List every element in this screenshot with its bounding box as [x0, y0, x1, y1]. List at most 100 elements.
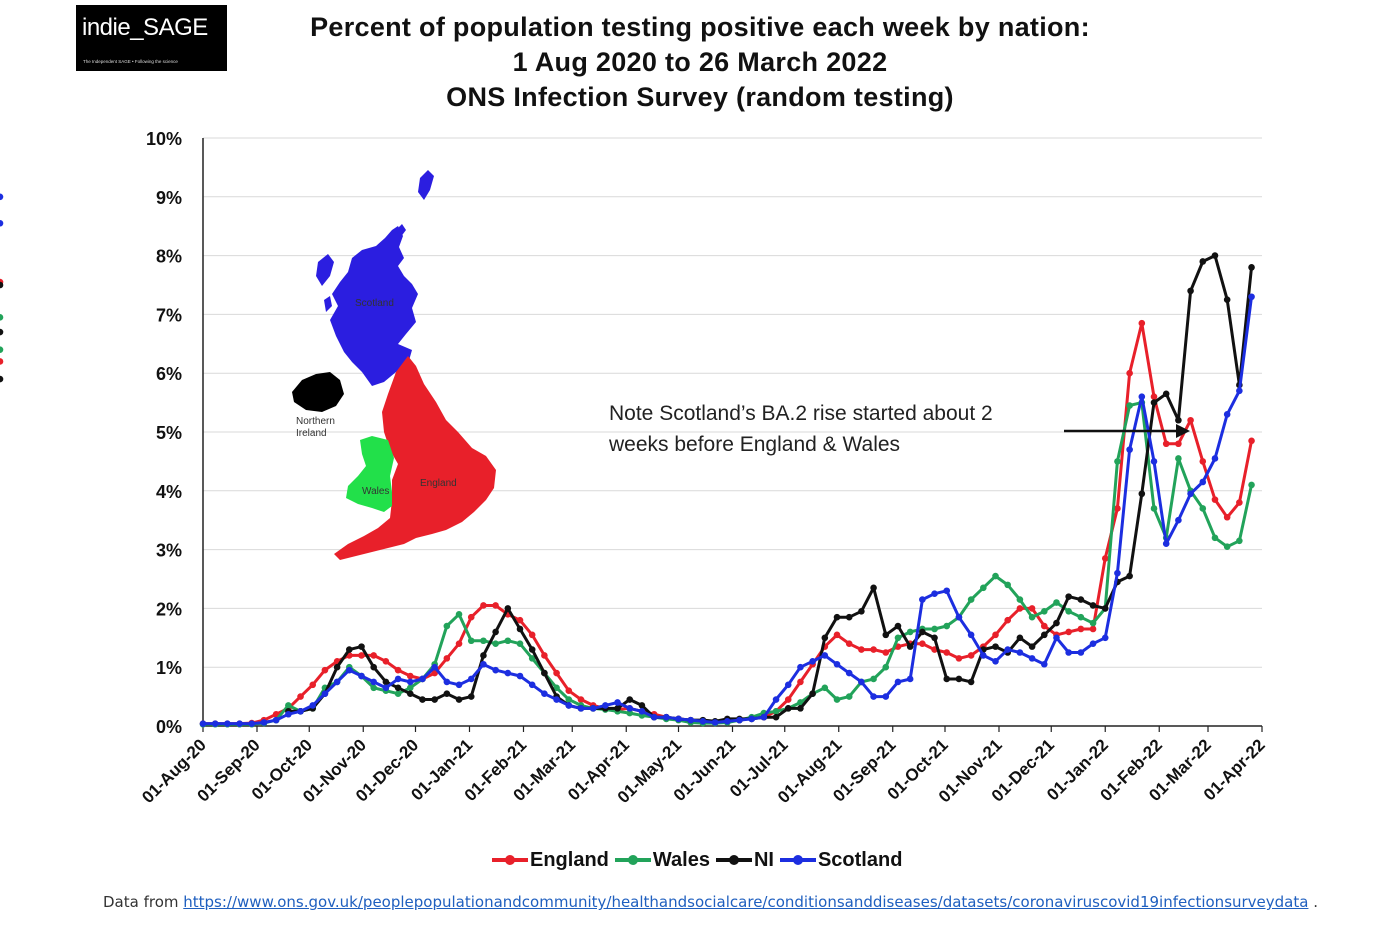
data-point	[406, 684, 414, 692]
data-point	[1004, 581, 1012, 589]
data-point	[1101, 555, 1109, 562]
data-point	[809, 658, 816, 665]
data-point	[370, 678, 377, 686]
data-point	[504, 669, 512, 677]
data-point	[443, 690, 451, 697]
data-source-note: Data from https://www.ons.gov.uk/peoplep…	[103, 893, 1318, 911]
y-tick-label: 7%	[156, 305, 182, 325]
data-point	[455, 640, 463, 647]
data-point	[224, 720, 231, 727]
data-point	[1101, 605, 1109, 612]
data-point	[809, 690, 816, 697]
data-point	[0, 314, 4, 321]
annotation-line-1: Note Scotland’s BA.2 rise started about …	[609, 402, 993, 425]
data-point	[199, 720, 207, 727]
data-point	[1199, 458, 1207, 465]
y-tick-label: 8%	[156, 247, 182, 267]
data-point	[784, 705, 792, 712]
data-point	[1077, 613, 1085, 621]
data-point	[1162, 390, 1170, 398]
data-point	[1175, 440, 1182, 448]
data-point	[955, 655, 963, 662]
data-point	[1077, 625, 1085, 633]
data-point	[565, 702, 573, 709]
data-point	[0, 281, 4, 289]
data-point	[663, 713, 670, 721]
data-point	[967, 596, 975, 603]
y-tick-label: 6%	[156, 364, 182, 384]
data-point	[1248, 481, 1255, 489]
data-point	[870, 646, 877, 653]
data-point	[699, 717, 707, 725]
annotation-line-2: weeks before England & Wales	[609, 433, 901, 456]
data-point	[236, 720, 243, 727]
data-point	[626, 705, 634, 712]
data-point	[1089, 640, 1097, 647]
data-point	[370, 684, 377, 692]
data-point	[516, 672, 524, 680]
data-point	[772, 708, 780, 715]
data-point	[1199, 258, 1207, 265]
data-point	[248, 720, 256, 727]
data-point	[480, 660, 487, 668]
data-point	[0, 375, 4, 383]
data-point	[480, 652, 487, 659]
data-point	[589, 705, 597, 712]
data-point	[1175, 416, 1182, 424]
title-line-1: Percent of population testing positive e…	[310, 12, 1090, 42]
data-point	[333, 663, 341, 671]
chart-legend: England Wales NI Scotland	[492, 846, 908, 874]
data-point	[1126, 572, 1133, 580]
y-tick-label: 4%	[156, 482, 182, 502]
data-point	[1236, 387, 1243, 395]
data-point	[723, 717, 731, 725]
data-point	[504, 637, 512, 645]
data-point	[626, 696, 634, 703]
data-point	[1211, 534, 1219, 542]
data-point	[638, 702, 646, 709]
data-point	[882, 649, 890, 656]
source-link[interactable]: https://www.ons.gov.uk/peoplepopulationa…	[183, 893, 1309, 911]
data-point	[1028, 643, 1036, 650]
data-point	[577, 696, 585, 703]
map-scotland	[330, 226, 418, 386]
data-point	[1126, 446, 1133, 453]
data-point	[821, 652, 829, 659]
data-point	[967, 652, 975, 659]
legend-swatch	[614, 855, 651, 865]
data-point	[516, 625, 524, 633]
data-point	[870, 675, 877, 683]
data-point	[1223, 296, 1231, 304]
data-point	[1199, 478, 1207, 486]
data-point	[1028, 613, 1036, 621]
data-point	[638, 708, 646, 715]
data-point	[358, 643, 365, 650]
data-point	[492, 628, 499, 636]
legend-item-england: England	[492, 849, 609, 872]
data-point	[1248, 293, 1255, 301]
legend-label: Scotland	[817, 848, 903, 871]
data-point	[321, 666, 329, 674]
data-point	[1040, 631, 1048, 639]
data-point	[358, 652, 365, 659]
data-point	[906, 628, 914, 636]
data-point	[748, 715, 755, 723]
annotation-note: Note Scotland’s BA.2 rise started about …	[609, 398, 993, 460]
data-point	[931, 625, 938, 633]
data-point	[1004, 616, 1012, 624]
data-point	[1065, 608, 1072, 615]
title-line-3: ONS Infection Survey (random testing)	[446, 82, 954, 112]
data-point	[1223, 543, 1231, 550]
data-point	[736, 716, 743, 724]
data-point	[784, 696, 792, 703]
data-point	[931, 634, 938, 642]
data-point	[1040, 660, 1048, 668]
data-point	[1187, 490, 1194, 498]
data-point	[1114, 505, 1121, 512]
data-point	[858, 678, 865, 686]
data-point	[650, 713, 658, 721]
data-point	[1150, 505, 1158, 512]
data-point	[1114, 569, 1121, 577]
data-point	[1065, 649, 1072, 656]
data-point	[711, 719, 719, 726]
